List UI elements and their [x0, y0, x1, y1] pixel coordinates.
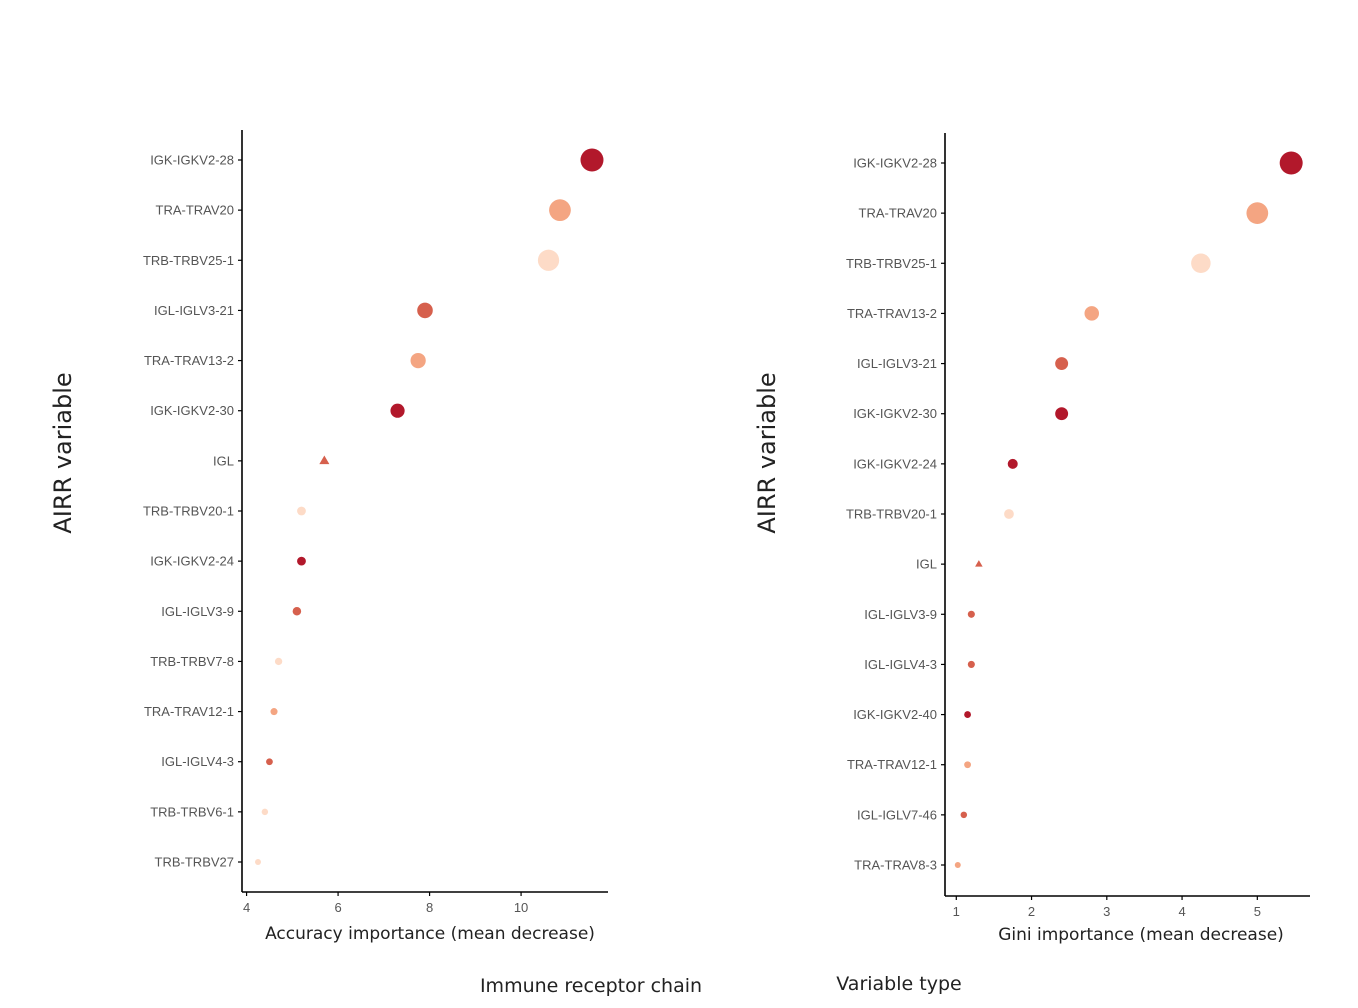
legend-color-title: Immune receptor chain	[480, 975, 702, 997]
right-point	[964, 711, 971, 718]
right-point	[1246, 202, 1269, 225]
left-x-tick-label: 8	[426, 900, 433, 915]
right-y-tick-label: IGK-IGKV2-24	[853, 456, 937, 471]
right-x-tick-label: 4	[1178, 904, 1185, 919]
left-point	[292, 607, 302, 616]
right-y-tick-label: TRA-TRAV13-2	[847, 306, 937, 321]
right-point	[964, 761, 971, 769]
left-y-tick-label: IGK-IGKV2-28	[150, 153, 234, 168]
left-y-tick-label: IGL-IGLV3-21	[154, 303, 234, 318]
left-y-tick-label: IGK-IGKV2-24	[150, 554, 234, 569]
left-x-axis-title: Accuracy importance (mean decrease)	[265, 924, 595, 944]
left-y-tick-label: TRA-TRAV13-2	[144, 353, 234, 368]
left-marks: 4 6 8 10 IGK-IGKV2-28 TRA-TRAV20 TRB-TRBV25-1 I…	[143, 148, 604, 915]
right-point	[967, 610, 975, 618]
left-point	[410, 352, 426, 369]
right-y-tick-label: IGL-IGLV4-3	[864, 657, 937, 672]
left-point-triangle	[319, 455, 330, 465]
right-x-tick-label: 3	[1103, 904, 1110, 919]
left-y-tick-label: TRB-TRBV25-1	[143, 253, 234, 268]
left-point	[297, 506, 306, 516]
right-y-tick-label: IGL	[916, 557, 937, 572]
right-point	[954, 862, 961, 868]
left-point	[261, 808, 269, 816]
right-x-axis-title: Gini importance (mean decrease)	[998, 925, 1284, 945]
right-point-triangle	[975, 560, 983, 567]
right-y-tick-label: TRB-TRBV20-1	[846, 507, 937, 522]
right-point	[1007, 458, 1018, 469]
left-x-tick-label: 6	[334, 900, 341, 915]
right-point	[967, 660, 975, 668]
left-y-tick-label: TRB-TRBV20-1	[143, 504, 234, 519]
left-x-tick-label: 10	[514, 900, 528, 915]
right-y-tick-label: IGL-IGLV3-21	[857, 356, 937, 371]
left-point	[255, 859, 262, 865]
right-x-tick-label: 1	[953, 904, 960, 919]
right-x-tick-label: 2	[1028, 904, 1035, 919]
right-y-tick-label: IGK-IGKV2-30	[853, 406, 937, 421]
right-point	[960, 811, 968, 819]
right-point	[1055, 407, 1069, 421]
left-y-tick-label: TRB-TRBV7-8	[150, 654, 234, 669]
left-point	[390, 403, 405, 418]
left-y-tick-label: TRB-TRBV6-1	[150, 804, 234, 819]
left-point	[266, 758, 273, 766]
right-marks: 1 2 3 4 5 IGK-IGKV2-28 TRA-TRAV20 TRB-TRBV25-1 T…	[846, 151, 1303, 919]
legend-shape-title: Variable type	[836, 973, 961, 995]
right-point	[1279, 151, 1303, 175]
left-point	[274, 657, 283, 666]
left-y-tick-label: IGL-IGLV3-9	[161, 604, 234, 619]
right-y-axis-title: AIRR variable	[753, 372, 781, 533]
right-y-tick-label: TRA-TRAV12-1	[847, 757, 937, 772]
right-point	[1191, 253, 1211, 274]
left-point	[297, 556, 306, 566]
left-y-tick-label: IGL-IGLV4-3	[161, 754, 234, 769]
left-y-tick-label: IGL	[213, 453, 234, 468]
right-point	[1084, 306, 1100, 321]
left-point	[549, 199, 571, 222]
right-y-tick-label: TRB-TRBV25-1	[846, 256, 937, 271]
right-y-tick-label: IGK-IGKV2-28	[853, 156, 937, 171]
left-y-tick-label: TRA-TRAV20	[156, 203, 235, 218]
left-x-tick-label: 4	[243, 900, 250, 915]
right-point	[1055, 357, 1069, 371]
left-y-tick-label: TRB-TRBV27	[155, 855, 234, 870]
right-panel: AIRR variable 1 2 3 4 5 IGK-IGKV2-28 TRA-TRAV2…	[753, 133, 1310, 945]
left-y-tick-label: TRA-TRAV12-1	[144, 704, 234, 719]
left-y-axis-title: AIRR variable	[49, 372, 77, 533]
right-y-tick-label: IGL-IGLV3-9	[864, 607, 937, 622]
right-y-tick-label: TRA-TRAV8-3	[854, 858, 937, 873]
right-x-tick-label: 5	[1254, 904, 1261, 919]
right-y-tick-label: IGK-IGKV2-40	[853, 707, 937, 722]
right-point	[1004, 509, 1014, 519]
right-y-tick-label: TRA-TRAV20	[859, 206, 938, 221]
left-panel: AIRR variable 4 6 8 10 IGK-IGKV2-28 TRA-TRAV2…	[49, 130, 608, 944]
left-point	[270, 708, 278, 716]
left-y-tick-label: IGK-IGKV2-30	[150, 403, 234, 418]
left-point	[580, 148, 604, 172]
left-point	[537, 249, 560, 271]
left-point	[417, 302, 433, 319]
right-y-tick-label: IGL-IGLV7-46	[857, 807, 937, 822]
